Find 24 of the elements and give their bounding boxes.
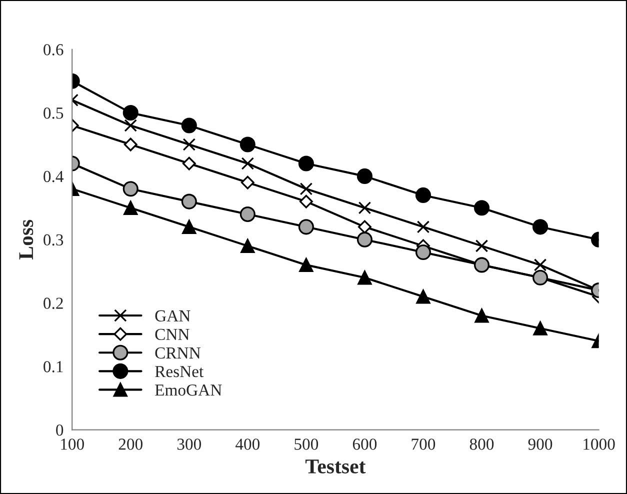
y-tick-label: 0.2 xyxy=(44,298,63,310)
x-tick-label: 700 xyxy=(412,438,436,450)
x-tick-label: 300 xyxy=(177,438,202,450)
y-tick-label: 0.6 xyxy=(44,44,64,56)
x-tick-label: 1000 xyxy=(584,438,615,450)
x-tick-label: 600 xyxy=(352,438,377,450)
x-tick-label: 500 xyxy=(294,438,318,450)
x-tick-label: 800 xyxy=(470,438,494,450)
x-tick-label: 200 xyxy=(118,438,142,450)
x-tick-label: 100 xyxy=(61,438,84,450)
legend-label: ResNet xyxy=(155,366,204,378)
y-tick-label: 0.5 xyxy=(44,107,64,119)
y-axis-title: Loss xyxy=(19,220,34,260)
legend-label: GAN xyxy=(155,310,190,322)
x-tick-label: 400 xyxy=(235,438,260,450)
legend-label: EmoGAN xyxy=(155,384,222,396)
x-axis-title: Testset xyxy=(305,460,366,474)
y-tick-label: 0.1 xyxy=(44,361,63,372)
x-tick-label: 900 xyxy=(528,438,552,450)
y-tick-label: 0.4 xyxy=(44,170,64,182)
legend-label: CRNN xyxy=(155,347,200,359)
y-tick-label: 0.3 xyxy=(44,234,64,246)
y-tick-label: 0 xyxy=(56,424,64,436)
legend-label: CNN xyxy=(155,328,190,340)
